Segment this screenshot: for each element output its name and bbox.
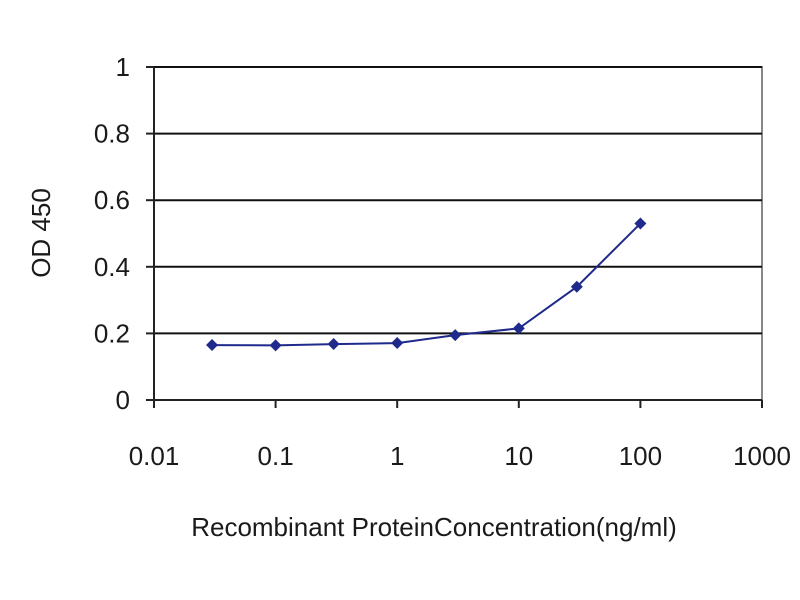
x-tick-label: 1000 <box>733 441 791 471</box>
series-group <box>206 217 647 352</box>
y-axis-ticks: 0 0.2 0.4 0.6 0.8 1 <box>94 52 154 415</box>
x-tick-label: 10 <box>504 441 533 471</box>
x-tick-label: 0.01 <box>129 441 180 471</box>
y-tick-label: 0 <box>116 385 130 415</box>
data-point <box>327 338 340 351</box>
y-tick-label: 0.6 <box>94 185 130 215</box>
x-axis-title: Recombinant ProteinConcentration(ng/ml) <box>191 512 677 542</box>
data-point <box>634 217 647 230</box>
data-point <box>206 339 219 352</box>
data-point <box>570 280 583 293</box>
data-point <box>512 322 525 335</box>
y-tick-label: 0.2 <box>94 318 130 348</box>
data-point <box>449 329 462 342</box>
x-axis-ticks: 0.01 0.1 1 10 100 1000 <box>129 400 791 471</box>
y-tick-label: 1 <box>116 52 130 82</box>
x-tick-label: 100 <box>619 441 662 471</box>
gridlines <box>154 66 762 335</box>
y-tick-label: 0.8 <box>94 119 130 149</box>
y-axis-title: OD 450 <box>26 188 56 278</box>
data-point <box>391 337 404 350</box>
data-point <box>269 339 282 352</box>
x-tick-label: 0.1 <box>258 441 294 471</box>
x-tick-label: 1 <box>390 441 404 471</box>
series-line <box>211 222 642 347</box>
plot-area <box>153 66 763 401</box>
y-tick-label: 0.4 <box>94 252 130 282</box>
